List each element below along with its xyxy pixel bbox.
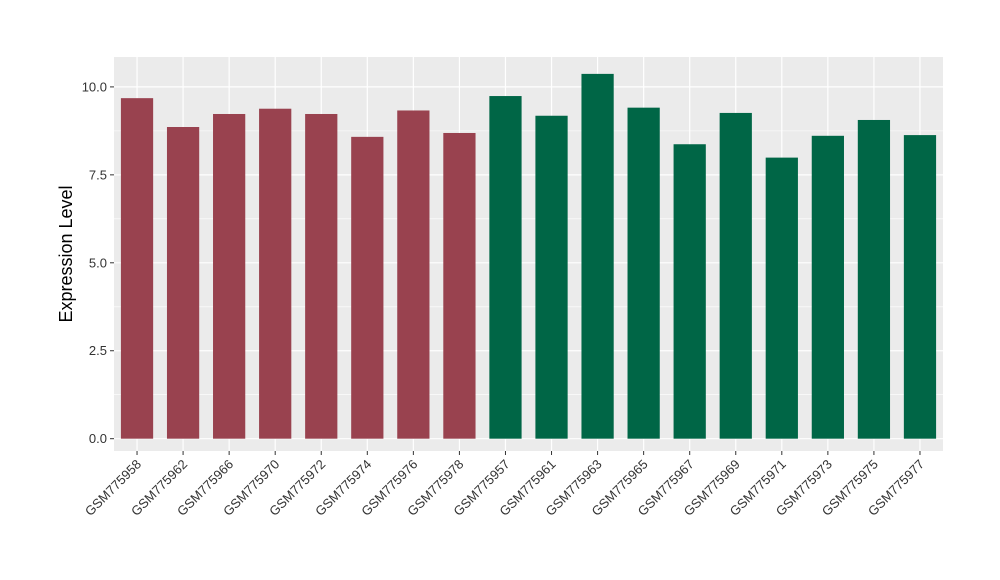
- bar-GSM775962: [166, 127, 200, 439]
- bar-GSM775975: [857, 119, 891, 439]
- bar-GSM775972: [305, 113, 338, 439]
- bar-GSM775958: [120, 98, 154, 439]
- bar-GSM775957: [489, 96, 522, 439]
- y-tick-label: 2.5: [89, 343, 107, 358]
- y-tick-label: 5.0: [89, 255, 107, 270]
- bars: [120, 73, 937, 439]
- bar-GSM775976: [397, 110, 430, 439]
- bar-GSM775970: [259, 108, 292, 439]
- bar-GSM775965: [627, 107, 660, 439]
- y-axis-title: Expression Level: [56, 185, 76, 322]
- bar-GSM775966: [213, 113, 246, 439]
- y-axis: 0.0 2.5 5.0 7.5 10.0: [82, 79, 114, 446]
- bar-GSM775961: [535, 115, 568, 439]
- bar-GSM775977: [903, 135, 937, 439]
- bar-GSM775974: [351, 136, 384, 439]
- minor-gridlines: [114, 130, 943, 396]
- y-tick-label: 10.0: [82, 79, 107, 94]
- bar-GSM775978: [443, 132, 476, 439]
- x-axis: GSM775958GSM775962GSM775966GSM775970GSM7…: [82, 451, 927, 519]
- plot-background: [114, 57, 943, 451]
- bar-GSM775969: [719, 112, 752, 439]
- bar-GSM775973: [811, 135, 844, 439]
- y-tick-label: 0.0: [89, 431, 107, 446]
- y-tick-label: 7.5: [89, 167, 107, 182]
- bar-GSM775967: [673, 144, 706, 439]
- bar-GSM775963: [581, 73, 614, 439]
- bar-GSM775971: [765, 157, 798, 439]
